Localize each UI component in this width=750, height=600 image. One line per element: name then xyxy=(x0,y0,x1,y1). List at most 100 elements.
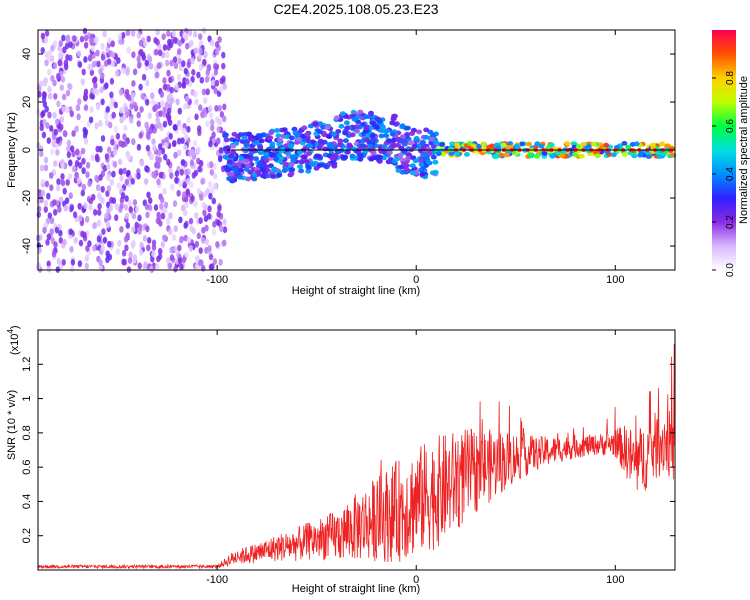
spectrogram-cell xyxy=(503,152,510,158)
spectrogram-cell xyxy=(150,255,155,263)
spectrogram-cell xyxy=(306,151,312,157)
spectrogram-cell xyxy=(163,153,168,161)
spectrogram-cells xyxy=(35,27,677,273)
spectrogram-cell xyxy=(222,103,227,111)
spectrogram-cell xyxy=(571,141,578,147)
spectrogram-cell xyxy=(47,85,52,93)
spectrogram-cell xyxy=(559,153,566,159)
x-tick-label: 0 xyxy=(413,274,419,286)
spectrogram-cell xyxy=(100,54,106,61)
spectrogram-cell xyxy=(333,115,340,121)
spectrogram-cell xyxy=(342,129,349,135)
spectrogram-cell xyxy=(218,258,223,266)
spectrogram-cell xyxy=(171,30,177,38)
spectrogram-cell xyxy=(91,60,97,68)
spectrogram-cell xyxy=(118,89,124,96)
spectrogram-cell xyxy=(222,115,227,123)
spectrogram-cell xyxy=(83,34,89,42)
spectrogram-cell xyxy=(171,234,177,241)
spectrogram-cell xyxy=(197,165,202,173)
spectrogram-cell xyxy=(271,152,278,158)
spectrogram-cell xyxy=(65,54,70,61)
spectrogram-cell xyxy=(98,68,103,75)
spectrogram-cell xyxy=(199,194,204,201)
spectrogram-cell xyxy=(167,119,173,126)
spectrogram-cell xyxy=(184,251,189,259)
spectrogram-cell xyxy=(114,214,119,222)
spectrogram-cell xyxy=(386,138,393,144)
spectrogram-cell xyxy=(425,160,432,165)
spectrogram-cell xyxy=(126,29,131,36)
spectrogram-cell xyxy=(44,59,49,67)
spectrogram-cell xyxy=(227,159,233,165)
snr-y-label: SNR (10 * v/v) xyxy=(6,390,18,460)
spectrogram-cell xyxy=(422,134,429,140)
spectrogram-cell xyxy=(47,111,52,119)
spectrogram-cell xyxy=(211,228,217,236)
spectrogram-cell xyxy=(61,105,66,113)
spectrogram-cell xyxy=(196,146,201,154)
spectrogram-cell xyxy=(597,142,604,148)
spectrogram-cell xyxy=(109,91,114,99)
spectrogram-cell xyxy=(168,228,173,236)
y-tick-label: 0.2 xyxy=(21,528,33,543)
spectrogram-cell xyxy=(193,47,198,55)
spectrogram-cell xyxy=(237,174,244,180)
spectrogram-cell xyxy=(297,164,304,170)
spectrogram-cell xyxy=(430,154,437,160)
spectrogram-cell xyxy=(403,163,410,169)
x-tick-label: -100 xyxy=(206,274,228,286)
spectrogram-cell xyxy=(84,254,90,262)
spectrogram-cell xyxy=(263,164,270,170)
spectrogram-cell xyxy=(110,60,115,68)
colorbar-tick-label: 0.6 xyxy=(725,119,736,133)
spectrogram-cell xyxy=(131,240,136,247)
spectrogram-cell xyxy=(58,40,63,47)
spectrogram-cell xyxy=(186,116,191,124)
spectrogram-cell xyxy=(120,141,126,149)
spectrogram-cell xyxy=(40,178,46,186)
spectrogram-cell xyxy=(198,47,203,55)
spectrogram-cell xyxy=(181,256,187,264)
spectrogram-cell xyxy=(298,159,305,165)
spectrogram-cell xyxy=(81,167,86,175)
spectrogram-cell xyxy=(183,33,189,41)
spectrogram-cell xyxy=(554,150,561,156)
spectrogram-cell xyxy=(36,262,41,270)
spectrogram-cell xyxy=(440,151,447,157)
spectrogram-cell xyxy=(72,35,77,42)
spectrogram-cell xyxy=(213,87,218,95)
spectrogram-cell xyxy=(96,219,102,227)
spectrogram-cell xyxy=(148,197,153,205)
spectrogram-cell xyxy=(161,33,166,40)
spectrogram-cell xyxy=(97,209,102,216)
spectrogram-cell xyxy=(298,168,305,174)
spectrogram-cell xyxy=(526,141,532,147)
spectrogram-cell xyxy=(77,61,83,68)
spectrogram-cell xyxy=(212,220,217,228)
spectrogram-cell xyxy=(66,139,72,147)
spectrogram-cell xyxy=(99,86,104,94)
spectrogram-cell xyxy=(182,209,188,217)
spectrogram-cell xyxy=(58,229,63,237)
spectrogram-cell xyxy=(61,34,66,42)
spectrogram-cell xyxy=(49,217,55,225)
spectrogram-cell xyxy=(75,148,80,156)
spectrogram-cell xyxy=(142,40,148,48)
spectrogram-cell xyxy=(190,148,195,156)
spectrogram-cell xyxy=(83,41,89,49)
spectrogram-cell xyxy=(200,178,205,185)
spectrogram-cell xyxy=(268,130,275,136)
spectrogram-cell xyxy=(580,141,587,147)
spectrogram-cell xyxy=(155,71,160,79)
spectrogram-cell xyxy=(39,164,45,172)
spectrogram-cell xyxy=(58,59,63,67)
spectrogram-cell xyxy=(190,57,195,65)
spectrogram-cell xyxy=(203,97,208,104)
spectrogram-cell xyxy=(139,159,145,167)
spectrogram-cell xyxy=(131,212,137,220)
spectrogram-cell xyxy=(69,204,74,212)
spectrogram-cell xyxy=(156,255,161,263)
spectrogram-cell xyxy=(113,101,119,109)
spectrogram-cell xyxy=(89,92,94,100)
